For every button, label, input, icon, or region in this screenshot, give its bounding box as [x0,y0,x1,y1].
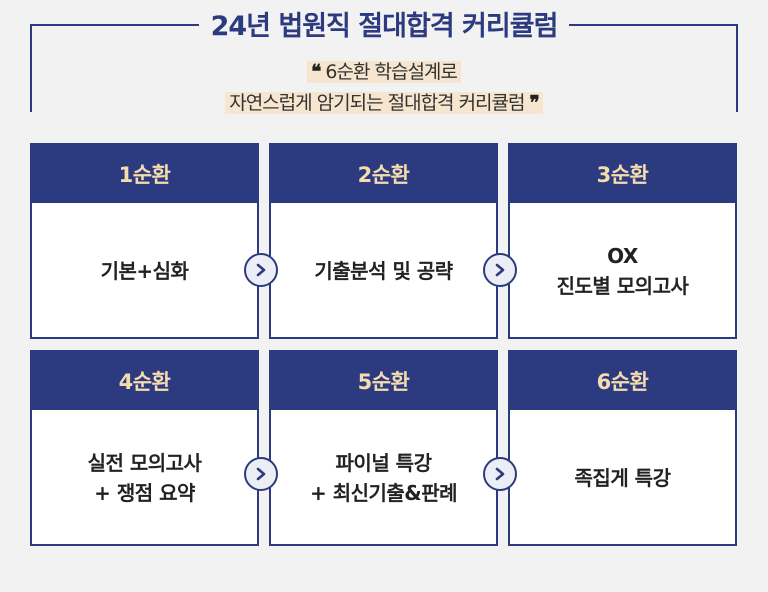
subtitle-line-1: ❝ 6순환 학습설계로 [0,57,768,84]
cycle-content: 파이널 특강 + 최신기출&판례 [309,451,458,505]
subtitle-line-2: 자연스럽게 암기되는 절대합격 커리큘럼 ❞ [0,88,768,115]
chevron-right-icon [483,457,517,491]
cycle-card-6: 6순환 족집게 특강 [508,350,737,546]
cycle-content: 기본+심화 [100,259,189,283]
chevron-right-icon [483,253,517,287]
cycle-label: 6순환 [510,352,735,410]
cycle-label: 4순환 [32,352,257,410]
cycle-card-3: 3순환 OX 진도별 모의고사 [508,143,737,339]
cycle-label: 2순환 [271,145,496,203]
page-title: 24년 법원직 절대합격 커리큘럼 [0,4,768,43]
cycle-card-4: 4순환 실전 모의고사 + 쟁점 요약 [30,350,259,546]
cycle-label: 3순환 [510,145,735,203]
cycle-card-2: 2순환 기출분석 및 공략 [269,143,498,339]
cycle-content: 실전 모의고사 + 쟁점 요약 [87,451,202,505]
cycle-card-1: 1순환 기본+심화 [30,143,259,339]
chevron-right-icon [244,253,278,287]
cycle-content: OX 진도별 모의고사 [556,244,689,298]
cycle-content: 기출분석 및 공략 [314,259,453,283]
cycle-card-5: 5순환 파이널 특강 + 최신기출&판례 [269,350,498,546]
cycle-content: 족집게 특강 [574,466,671,490]
close-quote-icon: ❞ [529,92,540,114]
cycle-label: 5순환 [271,352,496,410]
cycle-label: 1순환 [32,145,257,203]
open-quote-icon: ❝ [311,61,321,83]
chevron-right-icon [244,457,278,491]
